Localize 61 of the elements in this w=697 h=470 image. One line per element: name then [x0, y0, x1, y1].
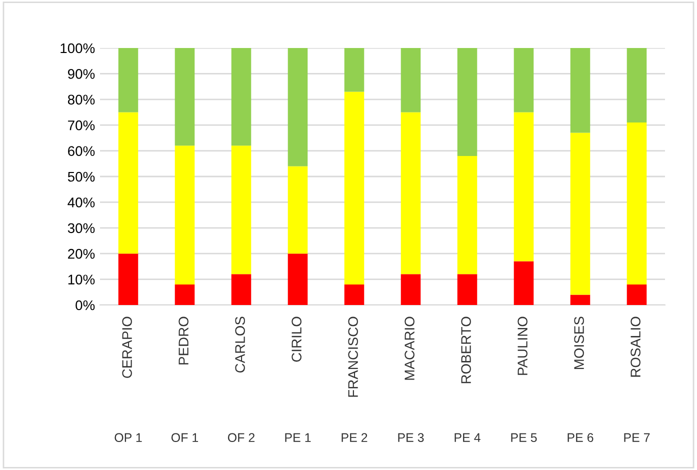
bar [174, 48, 195, 146]
bar [118, 48, 138, 112]
bar [457, 274, 478, 305]
text: PE 2 [342, 433, 368, 442]
y-tick-label: 20% [68, 248, 95, 259]
y-tick-label: 30% [68, 223, 95, 234]
bar [174, 146, 195, 284]
bar [344, 92, 364, 284]
y-tick-label: 70% [68, 120, 95, 130]
bar [570, 132, 590, 295]
bar [231, 274, 252, 305]
text: OP 1 [114, 433, 142, 442]
bar [231, 48, 252, 146]
y-tick-label: 100% [60, 43, 95, 54]
x-tick-label: CARLOS [235, 316, 245, 373]
text: PE 3 [398, 433, 424, 442]
text: PE 5 [511, 433, 537, 442]
y-tick-label: 50% [68, 172, 95, 182]
bar [288, 254, 308, 305]
x-tick-label: PEDRO [178, 316, 188, 364]
bar [344, 284, 364, 305]
text: PE 4 [454, 433, 480, 442]
bar [514, 48, 534, 112]
bar [570, 48, 590, 133]
bar [626, 48, 647, 123]
bar [400, 48, 421, 112]
text: OF 1 [171, 433, 198, 442]
bar [514, 112, 534, 262]
x-tick-label: ROBERTO [461, 316, 471, 384]
bar [288, 48, 308, 166]
bar [344, 48, 364, 92]
text: PE 6 [568, 433, 594, 442]
y-tick-label: 60% [68, 146, 95, 156]
x-tick-label: FRANCISCO [348, 316, 358, 397]
y-tick-label: 0% [76, 300, 95, 310]
bar [570, 294, 590, 305]
y-tick-label: 10% [68, 274, 95, 284]
x-tick-label: MACARIO [404, 316, 414, 380]
x-tick-label: PAULINO [518, 316, 528, 375]
bar [457, 156, 478, 274]
bar [118, 112, 138, 254]
bar [514, 261, 534, 305]
y-tick-label: 80% [68, 94, 95, 105]
text: PE 1 [285, 433, 311, 442]
bar [288, 166, 308, 254]
x-tick-label: CERAPIO [122, 316, 132, 378]
bar [457, 48, 478, 156]
x-tick-label: CIRILO [292, 316, 302, 362]
bar [118, 254, 138, 305]
bar [400, 112, 421, 274]
y-tick-label: 90% [68, 69, 95, 79]
bar [231, 146, 252, 274]
bar [174, 284, 195, 305]
x-tick-label: ROSALIO [630, 316, 640, 377]
text: PE 7 [624, 433, 650, 442]
y-tick-label: 40% [68, 198, 95, 208]
bar [626, 284, 647, 305]
bar [626, 122, 647, 284]
x-tick-label: MOISES [574, 316, 584, 369]
text: OF 2 [228, 433, 255, 442]
bar [400, 274, 421, 305]
